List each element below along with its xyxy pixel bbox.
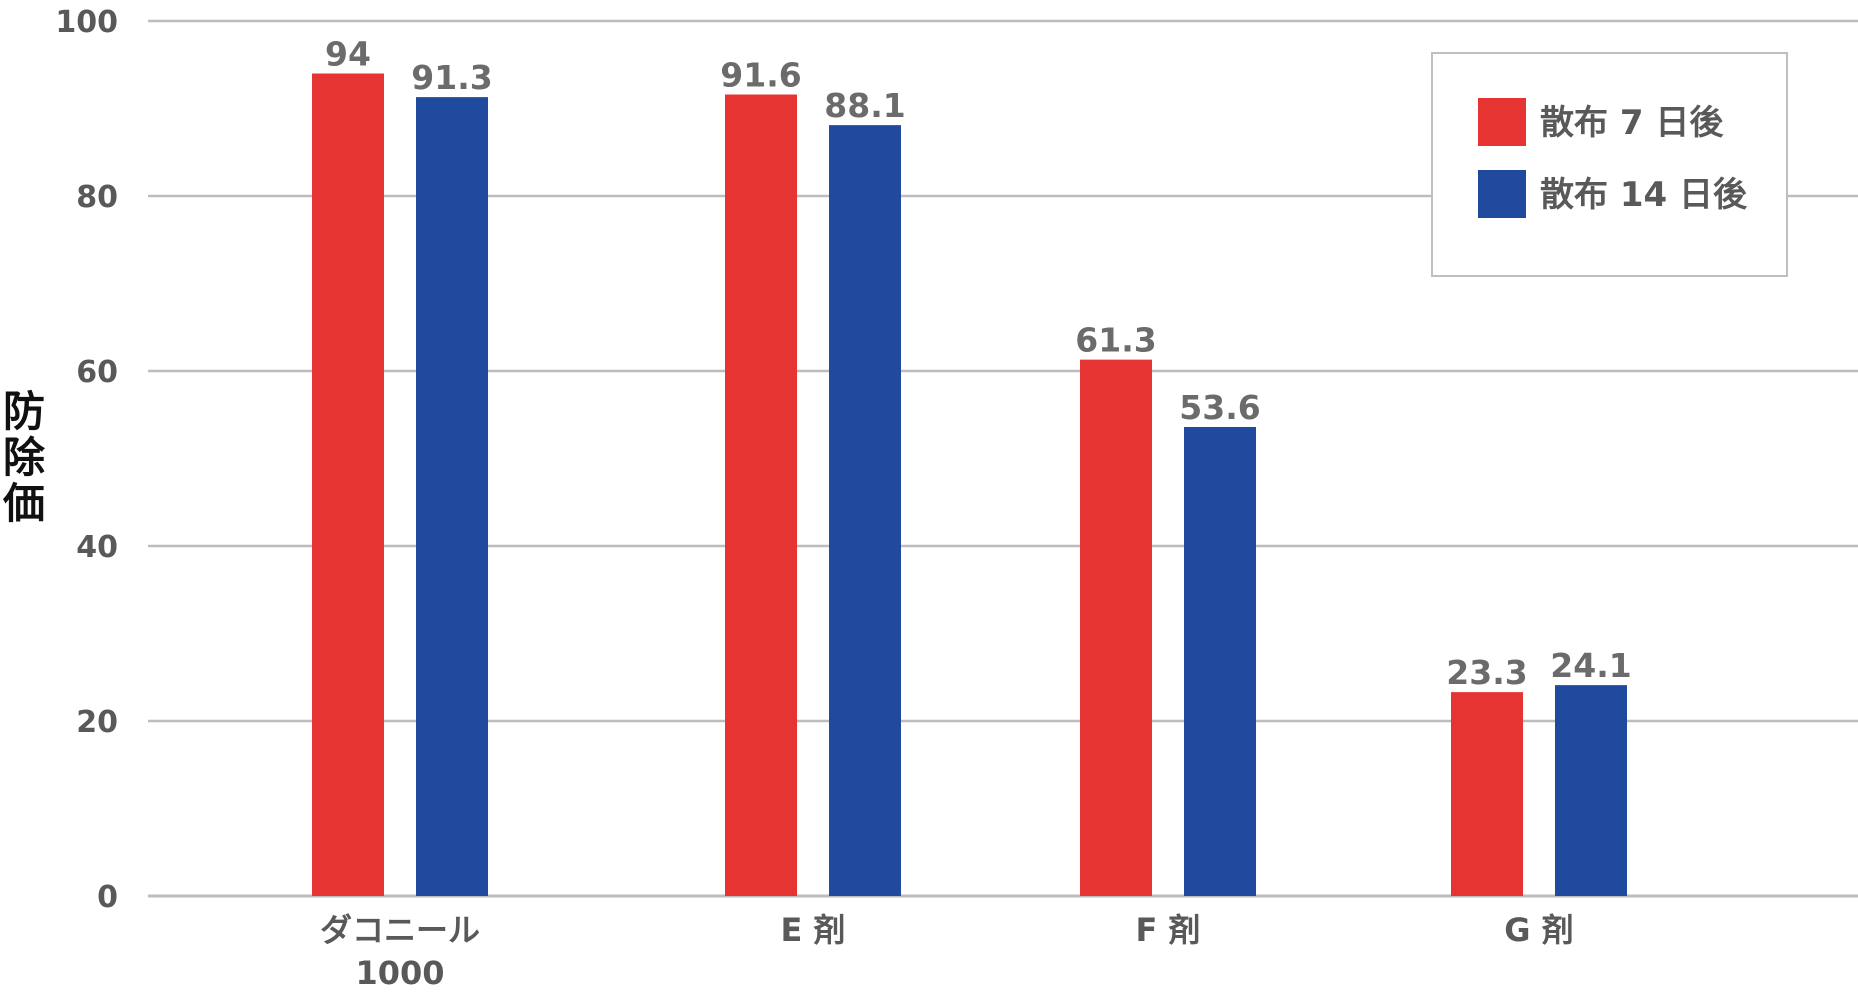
legend-label: 散布 14 日後	[1540, 175, 1748, 215]
data-label: 94	[325, 35, 371, 74]
bar	[725, 94, 797, 896]
legend-swatch	[1478, 98, 1526, 146]
y-tick-label: 60	[76, 355, 118, 390]
bar	[416, 97, 488, 896]
bars	[312, 73, 1627, 896]
data-label: 24.1	[1550, 646, 1631, 685]
x-category-label: ダコニール 1000	[320, 911, 480, 992]
x-category-label: E 剤	[780, 911, 845, 949]
data-label: 91.6	[720, 56, 801, 95]
bar	[1080, 359, 1152, 896]
y-tick-label: 80	[76, 180, 118, 215]
data-labels: 94 91.3 91.6 88.1 61.3 53.6 23.3 24.1	[325, 35, 1632, 693]
y-tick-label: 40	[76, 530, 118, 565]
bar	[1451, 692, 1523, 896]
y-tick-label: 0	[97, 880, 118, 915]
data-label: 53.6	[1179, 388, 1260, 427]
legend-swatch	[1478, 170, 1526, 218]
y-tick-label: 100	[55, 5, 118, 40]
x-axis-categories: ダコニール 1000 E 剤 F 剤 G 剤	[320, 911, 1574, 992]
x-category-label: G 剤	[1504, 911, 1573, 949]
data-label: 88.1	[824, 86, 905, 125]
bar	[829, 125, 901, 896]
data-label: 61.3	[1075, 321, 1156, 360]
legend-box	[1431, 52, 1788, 277]
y-axis-label: 防除価	[2, 387, 46, 528]
bar	[1184, 427, 1256, 896]
y-tick-label: 20	[76, 705, 118, 740]
data-label: 23.3	[1446, 653, 1527, 692]
y-axis-ticks: 0 20 40 60 80 100	[55, 5, 118, 915]
legend-label: 散布 7 日後	[1540, 103, 1724, 143]
x-category-label: F 剤	[1135, 911, 1200, 949]
bar	[1555, 685, 1627, 896]
bar	[312, 73, 384, 896]
y-axis-title: 防除価	[2, 387, 46, 528]
data-label: 91.3	[411, 58, 492, 97]
